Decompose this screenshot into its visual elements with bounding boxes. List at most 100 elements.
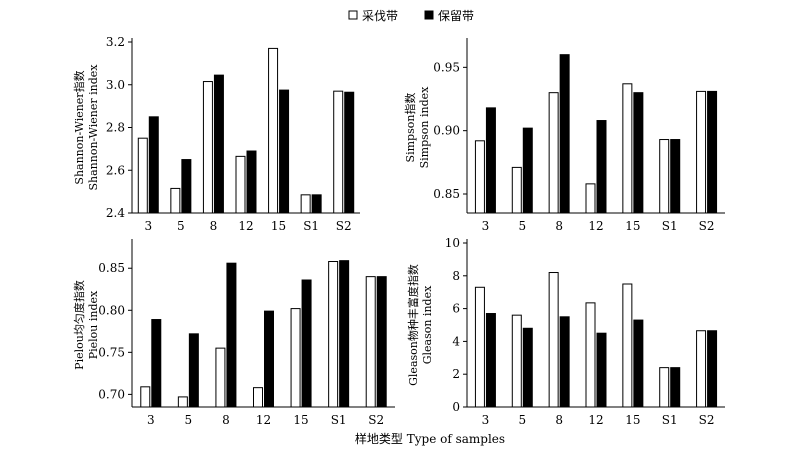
x-tick-label-12: 12 — [588, 413, 603, 427]
bar-cut-3 — [137, 137, 148, 214]
bar-retained-3 — [151, 319, 162, 408]
x-tick-label-5: 5 — [185, 413, 193, 427]
bar-cut-5 — [511, 166, 522, 214]
bar-cut-12 — [235, 155, 246, 214]
y-tick-label: 0.85 — [98, 261, 125, 275]
bar-retained-15 — [301, 279, 312, 408]
bar-cut-3 — [140, 386, 151, 408]
bar-cut-8 — [202, 81, 213, 214]
bar-retained-3 — [148, 116, 159, 214]
legend-label-cut: 采伐带 — [362, 9, 398, 23]
bar-retained-12 — [596, 120, 607, 214]
bar-cut-15 — [622, 83, 633, 214]
x-tick-label-8: 8 — [210, 219, 218, 233]
y-axis-title-line-2: Pielou index — [87, 290, 100, 359]
x-tick-label-S1: S1 — [331, 413, 347, 427]
bar-retained-8 — [559, 316, 570, 408]
bar-retained-12 — [264, 310, 274, 408]
chart-panel-3: 0.70 0.75 0.80 0.85 3 5 8 12 15 S1 S2 Pielou均匀度指数 Pi… — [72, 239, 395, 427]
bar-retained-5 — [522, 127, 533, 214]
y-axis-title-line-2: Gleason index — [421, 285, 434, 364]
x-tick-label-8: 8 — [555, 219, 563, 233]
bar-cut-8 — [548, 92, 559, 214]
x-tick-label-S2: S2 — [699, 219, 715, 233]
bar-retained-S2 — [707, 90, 718, 214]
bar-cut-12 — [585, 183, 596, 214]
y-axis-title-line-2: Shannon-Wiener index — [87, 64, 100, 191]
bar-retained-S1 — [670, 139, 681, 214]
y-axis-title-line-1: Pielou均匀度指数 — [72, 280, 86, 370]
legend-label-retained: 保留带 — [438, 9, 474, 23]
bar-cut-15 — [290, 308, 301, 408]
y-axis-title-line-1: Gleason物种丰富度指数 — [406, 264, 420, 386]
bar-retained-3 — [485, 107, 496, 214]
y-tick-label: 0.80 — [98, 303, 125, 317]
y-tick-label: 2.4 — [106, 206, 125, 220]
x-tick-label-S1: S1 — [303, 219, 319, 233]
x-tick-label-S1: S1 — [662, 219, 678, 233]
bar-cut-12 — [253, 387, 263, 408]
legend-swatch-cut — [348, 10, 358, 20]
chart-panel-2: 0.85 0.90 0.95 3 5 8 12 15 S1 S2 Simpson指数 Simpson … — [403, 38, 725, 233]
x-tick-label-3: 3 — [482, 219, 490, 233]
x-tick-label-15: 15 — [293, 413, 308, 427]
bar-retained-5 — [522, 327, 533, 408]
bar-retained-S1 — [339, 260, 350, 408]
y-tick-label: 0 — [452, 400, 460, 414]
bar-retained-S2 — [376, 276, 387, 408]
bar-retained-S1 — [311, 194, 322, 214]
x-tick-label-5: 5 — [177, 219, 185, 233]
x-tick-label-3: 3 — [144, 219, 152, 233]
y-tick-label: 8 — [452, 269, 460, 283]
x-tick-label-S2: S2 — [336, 219, 352, 233]
y-tick-label: 2.6 — [106, 163, 125, 177]
x-tick-label-5: 5 — [518, 413, 526, 427]
x-tick-label-3: 3 — [482, 413, 490, 427]
y-axis-title-line-1: Shannon-Wiener指数 — [72, 70, 86, 184]
bar-cut-5 — [511, 314, 522, 408]
y-tick-label: 0.90 — [433, 124, 460, 138]
bar-retained-5 — [181, 159, 192, 214]
bar-retained-S2 — [707, 330, 718, 408]
x-tick-label-12: 12 — [238, 219, 253, 233]
bar-cut-S1 — [300, 194, 311, 214]
x-axis-title: 样地类型 Type of samples — [355, 431, 505, 446]
x-tick-label-5: 5 — [518, 219, 526, 233]
bar-retained-8 — [213, 74, 224, 214]
y-axis-title-line-2: Simpson index — [418, 86, 431, 169]
bar-retained-S2 — [344, 91, 355, 214]
y-tick-label: 2.8 — [106, 121, 125, 135]
legend-swatch-retained — [424, 10, 434, 20]
x-tick-label-12: 12 — [256, 413, 271, 427]
bar-retained-8 — [226, 262, 237, 408]
bar-cut-12 — [585, 302, 596, 408]
y-tick-label: 6 — [452, 302, 460, 316]
bar-retained-15 — [633, 92, 644, 214]
legend: 采伐带 保留带 — [348, 9, 474, 23]
bar-cut-S2 — [696, 330, 707, 408]
y-axis-title-line-1: Simpson指数 — [403, 93, 417, 163]
bar-cut-S1 — [659, 367, 670, 408]
bar-retained-15 — [279, 89, 290, 214]
x-tick-label-15: 15 — [625, 413, 640, 427]
y-tick-label: 0.95 — [433, 60, 460, 74]
y-tick-label: 0.70 — [98, 387, 125, 401]
bar-retained-12 — [596, 332, 607, 408]
bar-cut-S2 — [696, 90, 707, 214]
chart-panel-4: 0 2 4 6 8 10 3 5 8 12 15 S1 S2 Gleason物种丰富度指数 Gleason … — [406, 236, 725, 427]
bar-cut-3 — [474, 140, 485, 214]
bar-cut-S1 — [328, 261, 339, 408]
y-tick-label: 10 — [445, 236, 460, 250]
bar-cut-8 — [215, 347, 226, 408]
bar-retained-5 — [188, 333, 199, 408]
x-tick-label-12: 12 — [588, 219, 603, 233]
bar-cut-3 — [474, 286, 485, 408]
x-tick-label-3: 3 — [147, 413, 155, 427]
bar-cut-15 — [268, 47, 279, 214]
x-tick-label-15: 15 — [625, 219, 640, 233]
y-tick-label: 3.0 — [106, 78, 125, 92]
bar-cut-S2 — [365, 276, 376, 408]
x-tick-label-15: 15 — [271, 219, 286, 233]
y-tick-label: 3.2 — [106, 35, 125, 49]
